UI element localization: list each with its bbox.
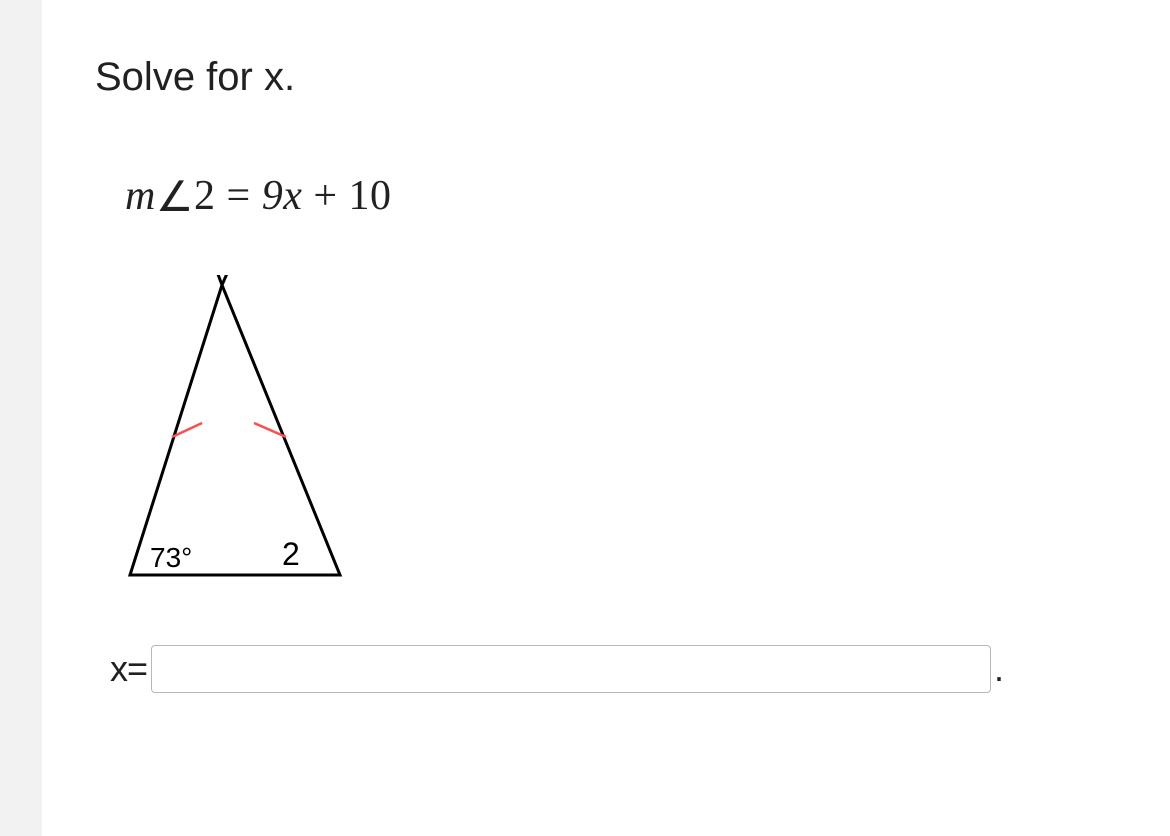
question-content: Solve for x. m∠2 = 9x + 10 73° 2 x= . [95,55,1004,693]
equals-sign: = [227,173,262,219]
equation-angle-name: 2 [194,173,216,219]
triangle-outline [130,285,340,575]
equation: m∠2 = 9x + 10 [125,170,1004,220]
left-base-angle-label: 73° [150,542,192,573]
equation-lhs-m: m [125,173,156,219]
left-margin-strip [0,0,42,836]
apex-overshoot-right [222,275,229,285]
right-base-angle-name: 2 [282,536,300,572]
prompt-text: Solve for x. [95,55,1004,100]
answer-input[interactable] [151,645,991,693]
triangle-diagram: 73° 2 [110,275,1004,590]
triangle-svg: 73° 2 [110,275,350,585]
angle-symbol-icon: ∠ [156,172,194,222]
answer-row: x= . [110,645,1004,693]
equation-rhs: 9x + 10 [262,173,392,219]
answer-trailing-period: . [994,648,1004,690]
answer-label: x= [110,648,147,690]
